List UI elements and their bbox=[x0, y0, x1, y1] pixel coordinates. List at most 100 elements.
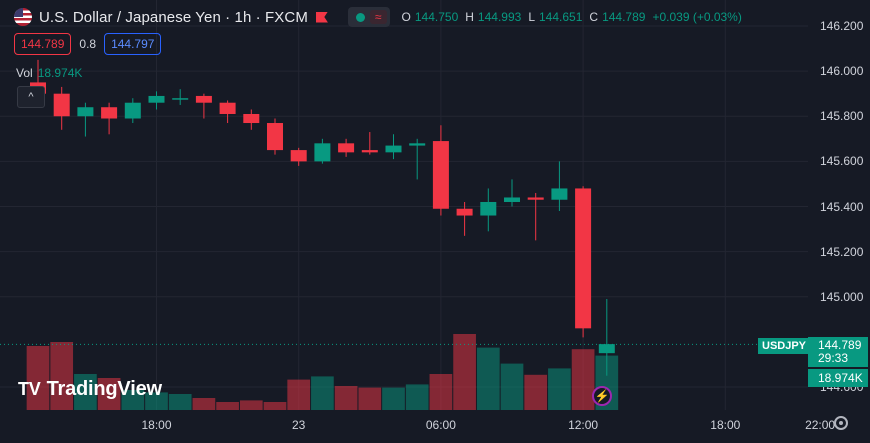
candle[interactable] bbox=[124, 98, 141, 124]
candle-body bbox=[361, 150, 378, 153]
candle-body bbox=[504, 197, 520, 202]
candle-body bbox=[101, 107, 118, 119]
indicator-toggle[interactable]: ≈ bbox=[347, 7, 390, 27]
candle[interactable] bbox=[338, 138, 355, 157]
candle[interactable] bbox=[267, 118, 283, 155]
candle[interactable] bbox=[314, 138, 331, 164]
candle[interactable] bbox=[219, 100, 236, 124]
buy-button[interactable]: 144.797 bbox=[104, 33, 162, 55]
candle[interactable] bbox=[77, 102, 94, 137]
gear-icon[interactable] bbox=[834, 416, 848, 430]
volume-bar bbox=[405, 384, 429, 410]
candle-body bbox=[267, 123, 283, 151]
symbol-legend: U.S. Dollar / Japanese Yen · 1h · FXCM ≈… bbox=[14, 7, 745, 27]
last-price-value: 144.789 bbox=[818, 338, 862, 352]
chart-canvas[interactable]: U.S. Dollar / Japanese Yen · 1h · FXCM ≈… bbox=[0, 0, 821, 410]
volume-bar bbox=[263, 402, 287, 410]
price-tick: 145.800 bbox=[820, 109, 864, 124]
sell-button[interactable]: 144.789 bbox=[14, 33, 72, 55]
volume-bar bbox=[26, 346, 50, 410]
volume-bar bbox=[216, 402, 239, 410]
candle[interactable] bbox=[598, 299, 615, 376]
candle-body bbox=[527, 197, 544, 200]
candle[interactable] bbox=[575, 186, 592, 338]
candle[interactable] bbox=[172, 89, 189, 105]
candle-body bbox=[551, 188, 568, 200]
candle[interactable] bbox=[290, 147, 307, 166]
candle[interactable] bbox=[504, 179, 520, 207]
candle-body bbox=[456, 208, 473, 216]
time-axis[interactable]: 18:00 23 06:00 12:00 18:00 22:00 bbox=[0, 410, 835, 443]
time-label: 18:00 bbox=[710, 418, 741, 432]
open-key: O bbox=[401, 10, 411, 24]
candle-body bbox=[77, 107, 94, 117]
candle[interactable] bbox=[480, 188, 497, 232]
candle[interactable] bbox=[527, 192, 544, 241]
volume-legend[interactable]: Vol 18.974K bbox=[16, 66, 82, 80]
low-value: 144.651 bbox=[539, 10, 583, 24]
candle-body bbox=[148, 95, 165, 103]
candle-body bbox=[480, 201, 497, 216]
candle-body bbox=[219, 102, 236, 114]
candle[interactable] bbox=[409, 138, 426, 180]
time-label: 18:00 bbox=[141, 418, 172, 432]
tradingview-logo[interactable]: TV TradingView bbox=[18, 378, 162, 401]
volume-badge: 18.974K bbox=[808, 369, 868, 387]
flag-marker-icon[interactable] bbox=[315, 11, 328, 23]
candle-body bbox=[432, 141, 449, 209]
time-label: 12:00 bbox=[568, 418, 599, 432]
open-value: 144.750 bbox=[414, 10, 459, 24]
candle[interactable] bbox=[243, 109, 260, 130]
volume-value: 18.974K bbox=[37, 66, 83, 80]
candle-body bbox=[598, 344, 615, 354]
candle[interactable] bbox=[551, 161, 568, 212]
volume-bar bbox=[121, 390, 145, 410]
low-key: L bbox=[528, 10, 535, 24]
volume-bar bbox=[453, 334, 476, 410]
close-key: C bbox=[589, 10, 599, 24]
candle-body bbox=[314, 143, 331, 162]
close-value: 144.789 bbox=[602, 10, 646, 24]
candle[interactable] bbox=[53, 86, 70, 130]
candle[interactable] bbox=[361, 132, 378, 155]
volume-bar bbox=[524, 374, 548, 410]
candle[interactable] bbox=[101, 102, 118, 135]
candle-body bbox=[385, 145, 402, 153]
candle[interactable] bbox=[432, 125, 449, 216]
price-tick: 145.600 bbox=[820, 154, 864, 169]
spread-value: 0.8 bbox=[79, 37, 97, 51]
volume-bar bbox=[50, 342, 74, 410]
time-label: 23 bbox=[292, 418, 306, 432]
volume-bar bbox=[145, 392, 168, 410]
collapse-legend-button[interactable]: ^ bbox=[17, 86, 45, 108]
candle[interactable] bbox=[385, 134, 402, 160]
volume-label: Vol bbox=[16, 66, 33, 80]
candle-body bbox=[243, 113, 260, 124]
volume-bar bbox=[287, 379, 311, 410]
symbol-title[interactable]: U.S. Dollar / Japanese Yen · 1h · FXCM bbox=[39, 8, 308, 26]
volume-bar bbox=[311, 376, 334, 410]
last-price-badge: 144.789 29:33 bbox=[808, 337, 868, 367]
candle-body bbox=[172, 98, 189, 100]
candle-body bbox=[575, 188, 592, 329]
quote-row: 144.789 0.8 144.797 bbox=[14, 33, 162, 55]
bolt-icon[interactable]: ⚡ bbox=[592, 386, 612, 406]
candle-body bbox=[124, 102, 141, 119]
bar-countdown: 29:33 bbox=[818, 351, 849, 365]
price-tick: 145.400 bbox=[820, 199, 864, 214]
volume-bar bbox=[97, 378, 121, 410]
tv-logo-text: TradingView bbox=[46, 378, 162, 400]
wave-icon: ≈ bbox=[369, 10, 387, 24]
volume-bar bbox=[429, 374, 453, 410]
volume-bar bbox=[74, 374, 97, 410]
chart-svg[interactable] bbox=[0, 0, 821, 410]
candle-body bbox=[338, 143, 355, 153]
candle[interactable] bbox=[148, 91, 165, 110]
volume-bar bbox=[239, 400, 263, 410]
candle-body bbox=[290, 150, 307, 162]
high-key: H bbox=[465, 10, 474, 24]
volume-bar bbox=[571, 349, 595, 410]
candle[interactable] bbox=[195, 93, 212, 119]
candle-body bbox=[195, 95, 212, 103]
candle[interactable] bbox=[456, 201, 473, 236]
